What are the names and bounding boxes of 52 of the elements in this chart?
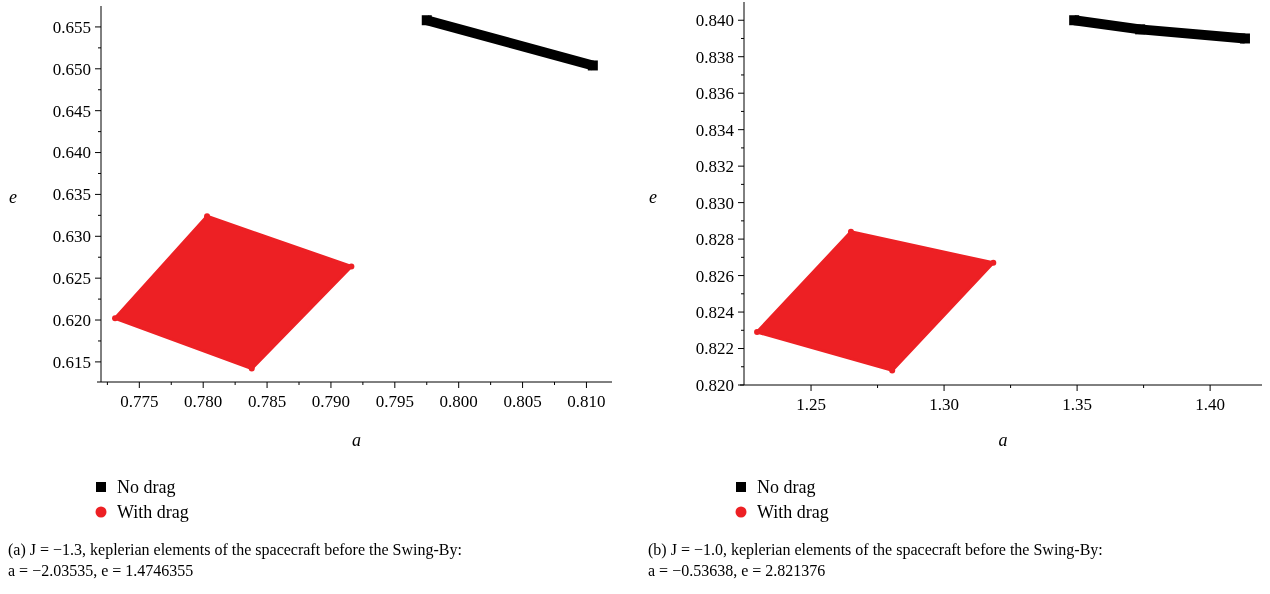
y-axis-title: e: [649, 187, 657, 207]
text: a = −2.03535, e = 1.4746355: [8, 562, 194, 579]
x-tick-label: 0.775: [120, 392, 159, 411]
point: [754, 329, 761, 336]
y-tick-label: 0.640: [52, 143, 91, 163]
x-tick-label: 0.800: [439, 392, 478, 411]
text: (b) J = −1.0, keplerian elements of the spacecraft before the Swing-By:: [648, 541, 1103, 559]
x-tick-label: 0.805: [503, 392, 542, 411]
x-tick-label: 1.40: [1195, 395, 1225, 414]
text: a = −0.53638, e = 2.821376: [648, 562, 826, 579]
y-tick-label: 0.650: [52, 59, 91, 79]
y-tick-label: 0.820: [695, 375, 734, 395]
legend-label: No drag: [757, 477, 816, 498]
y-tick-label: 0.830: [695, 193, 734, 213]
x-axis-title: a: [998, 430, 1008, 450]
y-axis-title: e: [9, 187, 17, 207]
y-tick-label: 0.834: [695, 120, 735, 140]
y-tick-label: 0.838: [695, 47, 734, 67]
y-tick-label: 0.828: [695, 230, 734, 250]
y-tick-label: 0.645: [52, 101, 91, 121]
x-tick-label: 1.35: [1062, 395, 1092, 414]
y-tick-label: 0.620: [52, 310, 91, 330]
legend-label: No drag: [117, 477, 176, 498]
y-tick-label: 0.836: [695, 84, 734, 104]
y-tick-label: 0.615: [52, 352, 91, 372]
point: [1069, 15, 1080, 26]
x-tick-label: 0.795: [375, 392, 414, 411]
point: [421, 15, 432, 26]
point: [587, 60, 598, 71]
text: (a) J = −1.3, keplerian elements of the spacecraft before the Swing-By:: [8, 541, 462, 559]
y-tick-label: 0.635: [52, 185, 91, 205]
x-tick-label: 1.30: [929, 395, 959, 414]
y-tick-label: 0.840: [695, 11, 734, 31]
legend-label: With drag: [757, 502, 829, 523]
x-tick-label: 0.785: [247, 392, 287, 411]
legend-label: With drag: [117, 502, 189, 523]
y-tick-label: 0.832: [695, 157, 734, 177]
y-tick-label: 0.630: [52, 227, 91, 247]
y-tick-label: 0.625: [52, 269, 91, 289]
point: [112, 315, 119, 322]
point: [990, 259, 997, 266]
point: [348, 263, 355, 270]
y-tick-label: 0.826: [695, 266, 734, 286]
y-tick-label: 0.824: [695, 303, 735, 322]
x-tick-label: 1.25: [796, 395, 826, 414]
y-tick-label: 0.655: [52, 17, 91, 37]
x-tick-label: 0.780: [184, 392, 223, 411]
y-tick-label: 0.822: [695, 339, 734, 359]
x-tick-label: 0.810: [567, 392, 606, 411]
point: [1239, 33, 1250, 44]
x-axis-title: a: [352, 430, 361, 450]
x-tick-label: 0.790: [311, 392, 351, 411]
